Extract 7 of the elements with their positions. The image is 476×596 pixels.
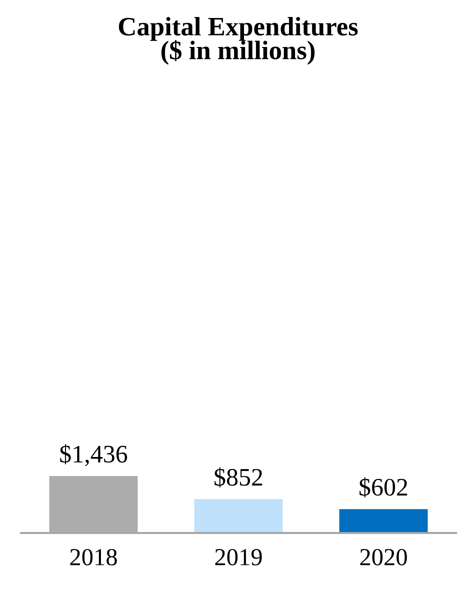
x-tick-label: 2020 [360, 548, 407, 566]
data-label: $602 [360, 477, 408, 498]
chart-title: Capital Expenditures ($ in millions) [118, 17, 358, 65]
data-label: $852 [214, 467, 262, 488]
x-tick-label: 2019 [215, 548, 262, 566]
data-label: $1,436 [60, 444, 128, 466]
x-tick-label: 2018 [70, 548, 117, 566]
